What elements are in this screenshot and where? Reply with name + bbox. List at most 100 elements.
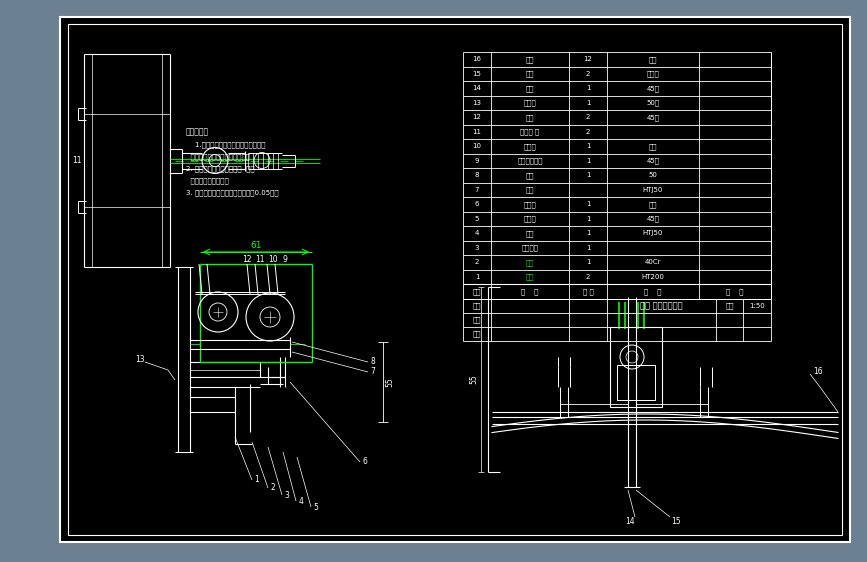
Text: 50: 50 <box>649 172 657 178</box>
Text: 序号: 序号 <box>473 288 481 294</box>
Text: 前呤: 前呤 <box>525 172 534 179</box>
Text: 1: 1 <box>586 230 590 236</box>
Text: 1: 1 <box>586 244 590 251</box>
Text: 2: 2 <box>586 129 590 135</box>
Text: 45钓: 45钓 <box>647 215 660 222</box>
Text: 1: 1 <box>586 158 590 164</box>
Text: 3. 调整、固定轴承时应当抱向间距0.05㎜。: 3. 调整、固定轴承时应当抱向间距0.05㎜。 <box>186 190 278 196</box>
Text: 方向盘: 方向盘 <box>524 215 537 222</box>
Text: 比例: 比例 <box>726 302 733 309</box>
Text: 噴杆: 噴杆 <box>525 274 534 280</box>
Text: 15: 15 <box>671 518 681 527</box>
Bar <box>610 327 662 407</box>
Text: 后呤支 架: 后呤支 架 <box>520 129 539 135</box>
Text: 1: 1 <box>255 475 259 484</box>
Text: 粗继: 粗继 <box>525 187 534 193</box>
Text: 审核: 审核 <box>473 330 481 337</box>
Text: 6: 6 <box>362 457 368 466</box>
Text: 1:50: 1:50 <box>749 302 765 309</box>
Text: 1: 1 <box>475 274 479 280</box>
Text: 45钓: 45钓 <box>647 85 660 92</box>
Text: 2: 2 <box>271 483 276 492</box>
Text: 发动机: 发动机 <box>524 201 537 207</box>
Text: 塑料: 塑料 <box>649 56 657 62</box>
Text: 技术要求：: 技术要求： <box>186 128 209 137</box>
Text: HTJ50: HTJ50 <box>642 230 663 236</box>
Text: 1: 1 <box>586 85 590 91</box>
Text: 12: 12 <box>583 56 592 62</box>
Text: 12: 12 <box>473 114 481 120</box>
Bar <box>68 24 842 535</box>
Text: 第铁: 第铁 <box>649 201 657 207</box>
Text: 6: 6 <box>475 201 479 207</box>
Text: 管式: 管式 <box>525 70 534 77</box>
Text: 2: 2 <box>586 274 590 280</box>
Text: HT200: HT200 <box>642 274 664 280</box>
Text: 1: 1 <box>586 201 590 207</box>
Text: 嘴头: 嘴头 <box>525 56 534 62</box>
Text: 升降架: 升降架 <box>524 99 537 106</box>
Text: 踏板第: 踏板第 <box>524 143 537 149</box>
Text: 55: 55 <box>470 374 479 384</box>
Text: 1: 1 <box>586 99 590 106</box>
Text: 45钓: 45钓 <box>647 157 660 164</box>
Text: 数 量: 数 量 <box>583 288 593 294</box>
Text: 50钓: 50钓 <box>647 99 660 106</box>
Text: 材    料: 材 料 <box>644 288 662 294</box>
Text: 车库: 车库 <box>525 230 534 237</box>
Text: 11: 11 <box>72 156 81 165</box>
Text: 7: 7 <box>370 368 375 377</box>
Text: 审阅: 审阅 <box>473 316 481 323</box>
Text: 15: 15 <box>473 71 481 77</box>
Text: HTJ50: HTJ50 <box>642 187 663 193</box>
Text: 1.零件加工表面上不应该由粗糙度，: 1.零件加工表面上不应该由粗糙度， <box>186 142 265 148</box>
Text: 14: 14 <box>473 85 481 91</box>
Text: 10: 10 <box>268 256 277 265</box>
Text: 9: 9 <box>283 256 288 265</box>
Bar <box>617 365 655 400</box>
Text: 10: 10 <box>473 143 481 149</box>
Text: 1: 1 <box>586 172 590 178</box>
Text: 40Cr: 40Cr <box>645 259 662 265</box>
Text: 8: 8 <box>370 357 375 366</box>
Text: 备    注: 备 注 <box>727 288 744 294</box>
Text: 第铁: 第铁 <box>649 143 657 149</box>
Text: 4: 4 <box>475 230 479 236</box>
Text: 打药机行走架: 打药机行走架 <box>518 157 543 164</box>
Text: 水筒: 水筒 <box>525 259 534 266</box>
Text: 2. 装配前所有零件进行清洗  机体: 2. 装配前所有零件进行清洗 机体 <box>186 166 255 173</box>
Text: 自走 式噴杆噴雾机: 自走 式噴杆噴雾机 <box>640 301 683 310</box>
Text: 5: 5 <box>475 216 479 222</box>
Text: 13: 13 <box>135 356 145 365</box>
Text: 防止零件伤害零件表面的碰损。: 防止零件伤害零件表面的碰损。 <box>186 153 250 160</box>
Text: 滑呤: 滑呤 <box>525 85 534 92</box>
Text: 61: 61 <box>251 241 262 250</box>
Text: 1: 1 <box>586 143 590 149</box>
Text: 8: 8 <box>475 172 479 178</box>
Text: 7: 7 <box>475 187 479 193</box>
Text: 13: 13 <box>473 99 481 106</box>
Text: 制图: 制图 <box>473 302 481 309</box>
Text: 密封装置: 密封装置 <box>521 244 538 251</box>
Text: 16: 16 <box>813 368 823 377</box>
Text: 3: 3 <box>284 491 290 500</box>
Text: 1: 1 <box>586 259 590 265</box>
Text: 12: 12 <box>242 256 251 265</box>
Text: 55: 55 <box>386 377 394 387</box>
Text: 2: 2 <box>586 71 590 77</box>
Text: 16: 16 <box>473 56 481 62</box>
Text: 名    称: 名 称 <box>521 288 538 294</box>
Text: 2: 2 <box>586 114 590 120</box>
Text: 水输管: 水输管 <box>647 70 660 77</box>
Text: 9: 9 <box>475 158 479 164</box>
Text: 3: 3 <box>475 244 479 251</box>
Text: 45钓: 45钓 <box>647 114 660 121</box>
Text: 14: 14 <box>625 518 635 527</box>
Text: 后呤: 后呤 <box>525 114 534 121</box>
Text: 4: 4 <box>298 496 303 505</box>
Text: 11: 11 <box>255 256 264 265</box>
Text: 2: 2 <box>475 259 479 265</box>
Text: 内应须润滑油润滑。: 内应须润滑油润滑。 <box>186 178 229 184</box>
Text: 5: 5 <box>314 502 318 511</box>
Text: 1: 1 <box>586 216 590 222</box>
